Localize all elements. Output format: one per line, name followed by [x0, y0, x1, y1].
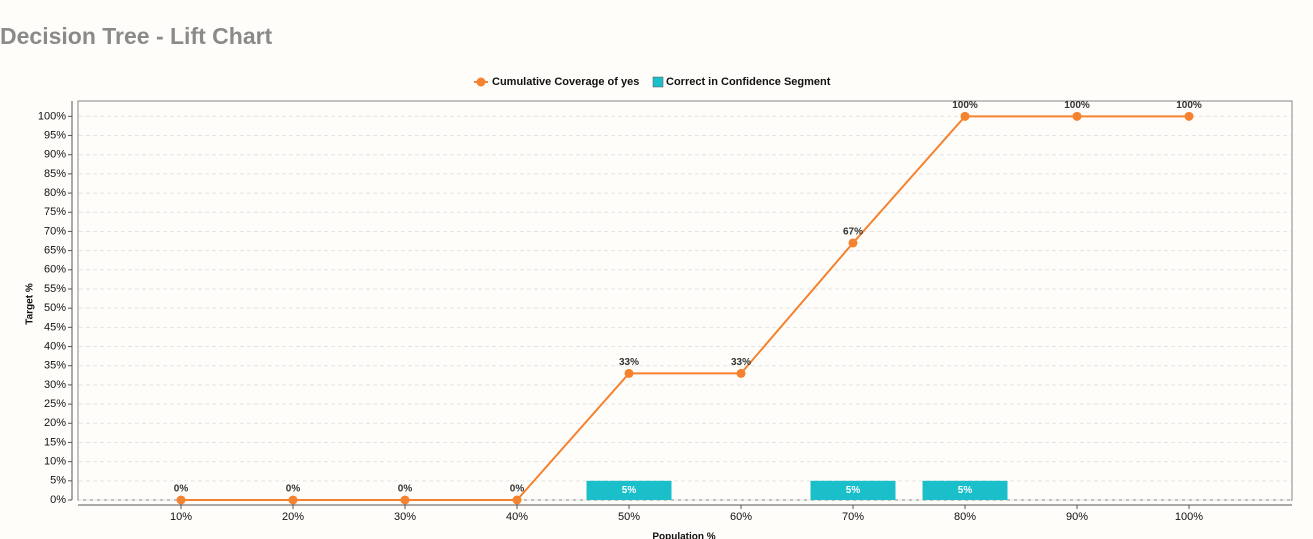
y-tick-label: 25%	[44, 398, 66, 410]
y-tick-label: 0%	[50, 494, 66, 506]
point	[176, 495, 186, 505]
y-tick-label: 10%	[44, 456, 66, 468]
y-tick-label: 40%	[44, 340, 66, 352]
point	[512, 495, 522, 505]
y-tick-label: 15%	[44, 436, 66, 448]
y-tick-label: 75%	[44, 206, 66, 218]
legend-label: Cumulative Coverage of yes	[492, 76, 639, 88]
y-tick-label: 20%	[44, 417, 66, 429]
bar-value-label: 5%	[958, 485, 973, 496]
y-tick-label: 70%	[44, 225, 66, 237]
point	[960, 111, 970, 121]
point	[624, 368, 634, 378]
line	[181, 115, 1189, 501]
x-tick-label: 10%	[170, 511, 192, 523]
point-value-label: 0%	[174, 484, 189, 495]
y-axis-label: Target %	[25, 283, 36, 325]
point	[848, 238, 858, 248]
point	[736, 368, 746, 378]
x-tick-label: 20%	[282, 511, 304, 523]
chart-title: Decision Tree - Lift Chart	[0, 23, 273, 49]
x-tick-label: 40%	[506, 511, 528, 523]
point-value-label: 0%	[398, 484, 413, 495]
x-tick-label: 80%	[954, 511, 976, 523]
y-tick-label: 95%	[44, 129, 66, 141]
bar	[586, 480, 672, 500]
point-value-label: 100%	[1176, 100, 1202, 111]
y-tick-label: 30%	[44, 379, 66, 391]
y-tick-label: 35%	[44, 360, 66, 372]
point	[1072, 111, 1082, 121]
bar	[922, 480, 1008, 500]
point-value-label: 0%	[286, 484, 301, 495]
y-tick-label: 85%	[44, 168, 66, 180]
point-value-label: 100%	[1064, 100, 1090, 111]
y-tick-label: 90%	[44, 149, 66, 161]
point-value-label: 100%	[952, 100, 978, 111]
bar	[810, 480, 896, 500]
x-axis-label: Population %	[652, 532, 715, 539]
x-tick-label: 90%	[1066, 511, 1088, 523]
legend-label: Correct in Confidence Segment	[666, 76, 831, 88]
x-tick-label: 50%	[618, 511, 640, 523]
plot-frame	[77, 100, 1293, 501]
y-tick-label: 100%	[38, 110, 66, 122]
y-tick-label: 50%	[44, 302, 66, 314]
bar-value-label: 5%	[846, 485, 861, 496]
x-tick-label: 30%	[394, 511, 416, 523]
x-tick-label: 70%	[842, 511, 864, 523]
y-tick-label: 80%	[44, 187, 66, 199]
point	[400, 495, 410, 505]
y-tick-label: 60%	[44, 264, 66, 276]
point-value-label: 33%	[731, 357, 751, 368]
point	[1184, 111, 1194, 121]
point-value-label: 33%	[619, 357, 639, 368]
point	[288, 495, 298, 505]
point-value-label: 67%	[843, 227, 863, 238]
point-value-label: 0%	[510, 484, 525, 495]
y-tick-label: 5%	[50, 475, 66, 487]
y-tick-label: 55%	[44, 283, 66, 295]
y-tick-label: 65%	[44, 245, 66, 257]
bar-value-label: 5%	[622, 485, 637, 496]
legend-swatch	[652, 76, 664, 88]
legend-swatch	[476, 77, 486, 87]
y-tick-label: 45%	[44, 321, 66, 333]
x-tick-label: 60%	[730, 511, 752, 523]
x-tick-label: 100%	[1175, 511, 1203, 523]
